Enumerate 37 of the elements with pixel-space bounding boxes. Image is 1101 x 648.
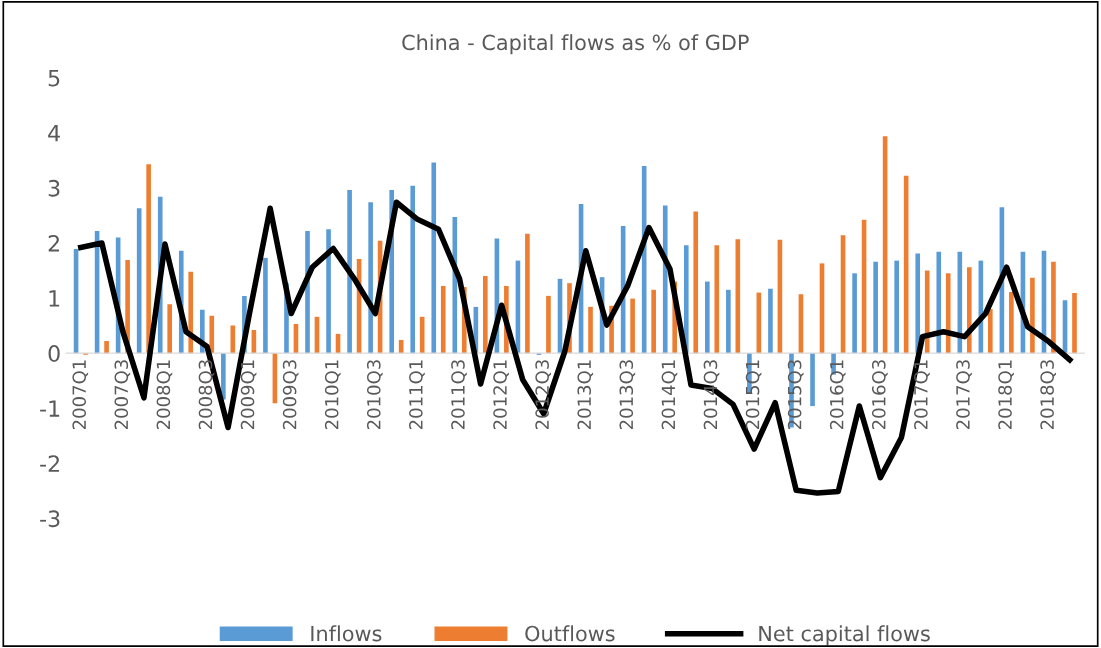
x-tick-label: 2008Q3 xyxy=(198,360,215,430)
y-tick-label: 5 xyxy=(48,70,60,87)
x-tick-label: 2018Q3 xyxy=(1040,360,1057,430)
legend-label: Outflows xyxy=(525,625,615,642)
x-tick-label: 2017Q1 xyxy=(914,360,930,430)
x-tick-label: 2007Q3 xyxy=(114,360,131,430)
x-tick-label: 2015Q3 xyxy=(787,360,804,430)
x-tick-label: 2016Q1 xyxy=(829,360,846,430)
x-tick-label: 2011Q3 xyxy=(451,360,467,430)
x-tick-label: 2010Q3 xyxy=(366,360,383,430)
legend-label: Inflows xyxy=(311,625,382,642)
y-tick-label: 0 xyxy=(48,345,60,362)
x-tick-label: 2010Q1 xyxy=(324,360,341,430)
legend-label: Net capital flows xyxy=(759,625,930,646)
y-tick-label: 4 xyxy=(48,125,60,142)
chart-title: China - Capital flows as % of GDP xyxy=(402,34,749,55)
y-tick-label: 2 xyxy=(48,234,59,252)
x-tick-label: 2013Q3 xyxy=(619,360,636,430)
y-tick-label: 3 xyxy=(48,179,60,197)
x-tick-label: 2012Q1 xyxy=(493,360,509,430)
y-tick-label: -1 xyxy=(40,400,60,417)
y-tick-label: -2 xyxy=(40,455,59,472)
y-tick-label: -3 xyxy=(40,510,60,528)
x-tick-label: 2012Q3 xyxy=(535,360,552,430)
x-tick-label: 2018Q1 xyxy=(998,360,1014,430)
x-tick-label: 2007Q1 xyxy=(72,360,89,430)
x-tick-label: 2015Q1 xyxy=(745,360,762,430)
x-tick-label: 2014Q3 xyxy=(703,360,720,430)
x-tick-label: 2013Q1 xyxy=(577,360,594,430)
x-tick-label: 2017Q3 xyxy=(956,360,972,430)
x-tick-label: 2009Q3 xyxy=(282,360,299,430)
x-tick-label: 2008Q1 xyxy=(156,360,173,430)
x-tick-label: 2016Q3 xyxy=(871,360,888,430)
x-tick-label: 2011Q1 xyxy=(409,360,425,430)
x-tick-label: 2009Q1 xyxy=(240,360,257,430)
y-tick-label: 1 xyxy=(49,290,60,307)
x-tick-label: 2014Q1 xyxy=(661,360,678,430)
